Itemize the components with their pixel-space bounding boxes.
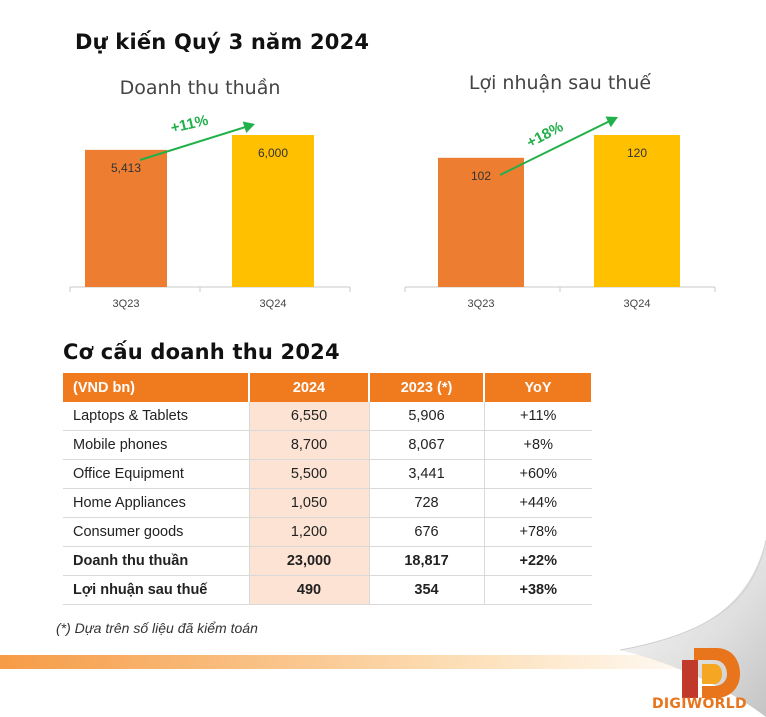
header-yoy: YoY — [484, 373, 593, 402]
table-row: Consumer goods 1,200 676 +78% — [63, 517, 592, 547]
value-2023: 676 — [369, 517, 485, 547]
value-2023: 18,817 — [369, 546, 485, 576]
table-row: Doanh thu thuần 23,000 18,817 +22% — [63, 546, 592, 576]
value-2024: 490 — [249, 575, 370, 605]
value-yoy: +22% — [484, 546, 592, 576]
revenue-structure-title: Cơ cấu doanh thu 2024 — [63, 340, 340, 364]
value-yoy: +8% — [484, 430, 592, 460]
digiworld-logo-icon — [682, 648, 740, 698]
decorative-band — [0, 655, 766, 669]
row-label: Mobile phones — [63, 430, 250, 460]
row-label: Laptops & Tablets — [63, 402, 250, 431]
table-row: Home Appliances 1,050 728 +44% — [63, 488, 592, 518]
bar-3Q24 — [594, 135, 680, 287]
value-2024: 8,700 — [249, 430, 370, 460]
bar-3Q23 — [85, 149, 167, 287]
category-label: 3Q24 — [624, 298, 651, 310]
chart-0: 5,413 3Q23 6,000 3Q24 +11% — [69, 112, 351, 310]
table-row: Laptops & Tablets 6,550 5,906 +11% — [63, 402, 592, 431]
category-label: 3Q23 — [468, 298, 495, 310]
value-yoy: +60% — [484, 459, 592, 489]
row-label: Doanh thu thuần — [63, 546, 250, 576]
value-yoy: +38% — [484, 575, 592, 605]
value-2023: 5,906 — [369, 402, 485, 431]
header-unit: (VND bn) — [63, 373, 250, 402]
bar-3Q23 — [438, 157, 524, 287]
category-label: 3Q23 — [113, 298, 140, 310]
value-2024: 23,000 — [249, 546, 370, 576]
category-label: 3Q24 — [260, 298, 287, 310]
header-2023: 2023 (*) — [369, 373, 485, 402]
value-2023: 354 — [369, 575, 485, 605]
table-row: Office Equipment 5,500 3,441 +60% — [63, 459, 592, 489]
table-row: Mobile phones 8,700 8,067 +8% — [63, 430, 592, 460]
bar-value-label: 120 — [627, 146, 647, 160]
growth-label: +11% — [169, 112, 210, 137]
value-2023: 3,441 — [369, 459, 485, 489]
growth-arrow-head — [242, 121, 255, 134]
profit-chart-title: Lợi nhuận sau thuế — [468, 72, 652, 94]
bar-value-label: 6,000 — [258, 146, 288, 160]
value-2023: 728 — [369, 488, 485, 518]
row-label: Lợi nhuận sau thuế — [63, 575, 250, 605]
revenue-chart-title: Doanh thu thuần — [119, 77, 281, 99]
value-yoy: +78% — [484, 517, 592, 547]
header-2024: 2024 — [249, 373, 370, 402]
row-label: Consumer goods — [63, 517, 250, 547]
growth-arrow — [499, 120, 611, 176]
bar-value-label: 102 — [471, 169, 491, 183]
logo-text: DIGIWORLD — [652, 696, 747, 712]
table-header-row: (VND bn) 2024 2023 (*) YoY — [63, 373, 593, 402]
footnote: (*) Dựa trên số liệu đã kiểm toán — [56, 620, 258, 636]
bar-value-label: 5,413 — [111, 161, 141, 175]
revenue-structure-table: (VND bn) 2024 2023 (*) YoY Laptops & Tab… — [63, 373, 593, 605]
value-2024: 1,200 — [249, 517, 370, 547]
growth-arrow-head — [605, 116, 618, 128]
value-2024: 5,500 — [249, 459, 370, 489]
forecast-title: Dự kiến Quý 3 năm 2024 — [75, 30, 370, 54]
growth-arrow — [139, 125, 248, 161]
value-yoy: +11% — [484, 402, 592, 431]
value-2024: 1,050 — [249, 488, 370, 518]
row-label: Home Appliances — [63, 488, 250, 518]
bar-3Q24 — [232, 135, 314, 287]
table-row: Lợi nhuận sau thuế 490 354 +38% — [63, 575, 592, 605]
row-label: Office Equipment — [63, 459, 250, 489]
value-2023: 8,067 — [369, 430, 485, 460]
value-2024: 6,550 — [249, 402, 370, 431]
value-yoy: +44% — [484, 488, 592, 518]
